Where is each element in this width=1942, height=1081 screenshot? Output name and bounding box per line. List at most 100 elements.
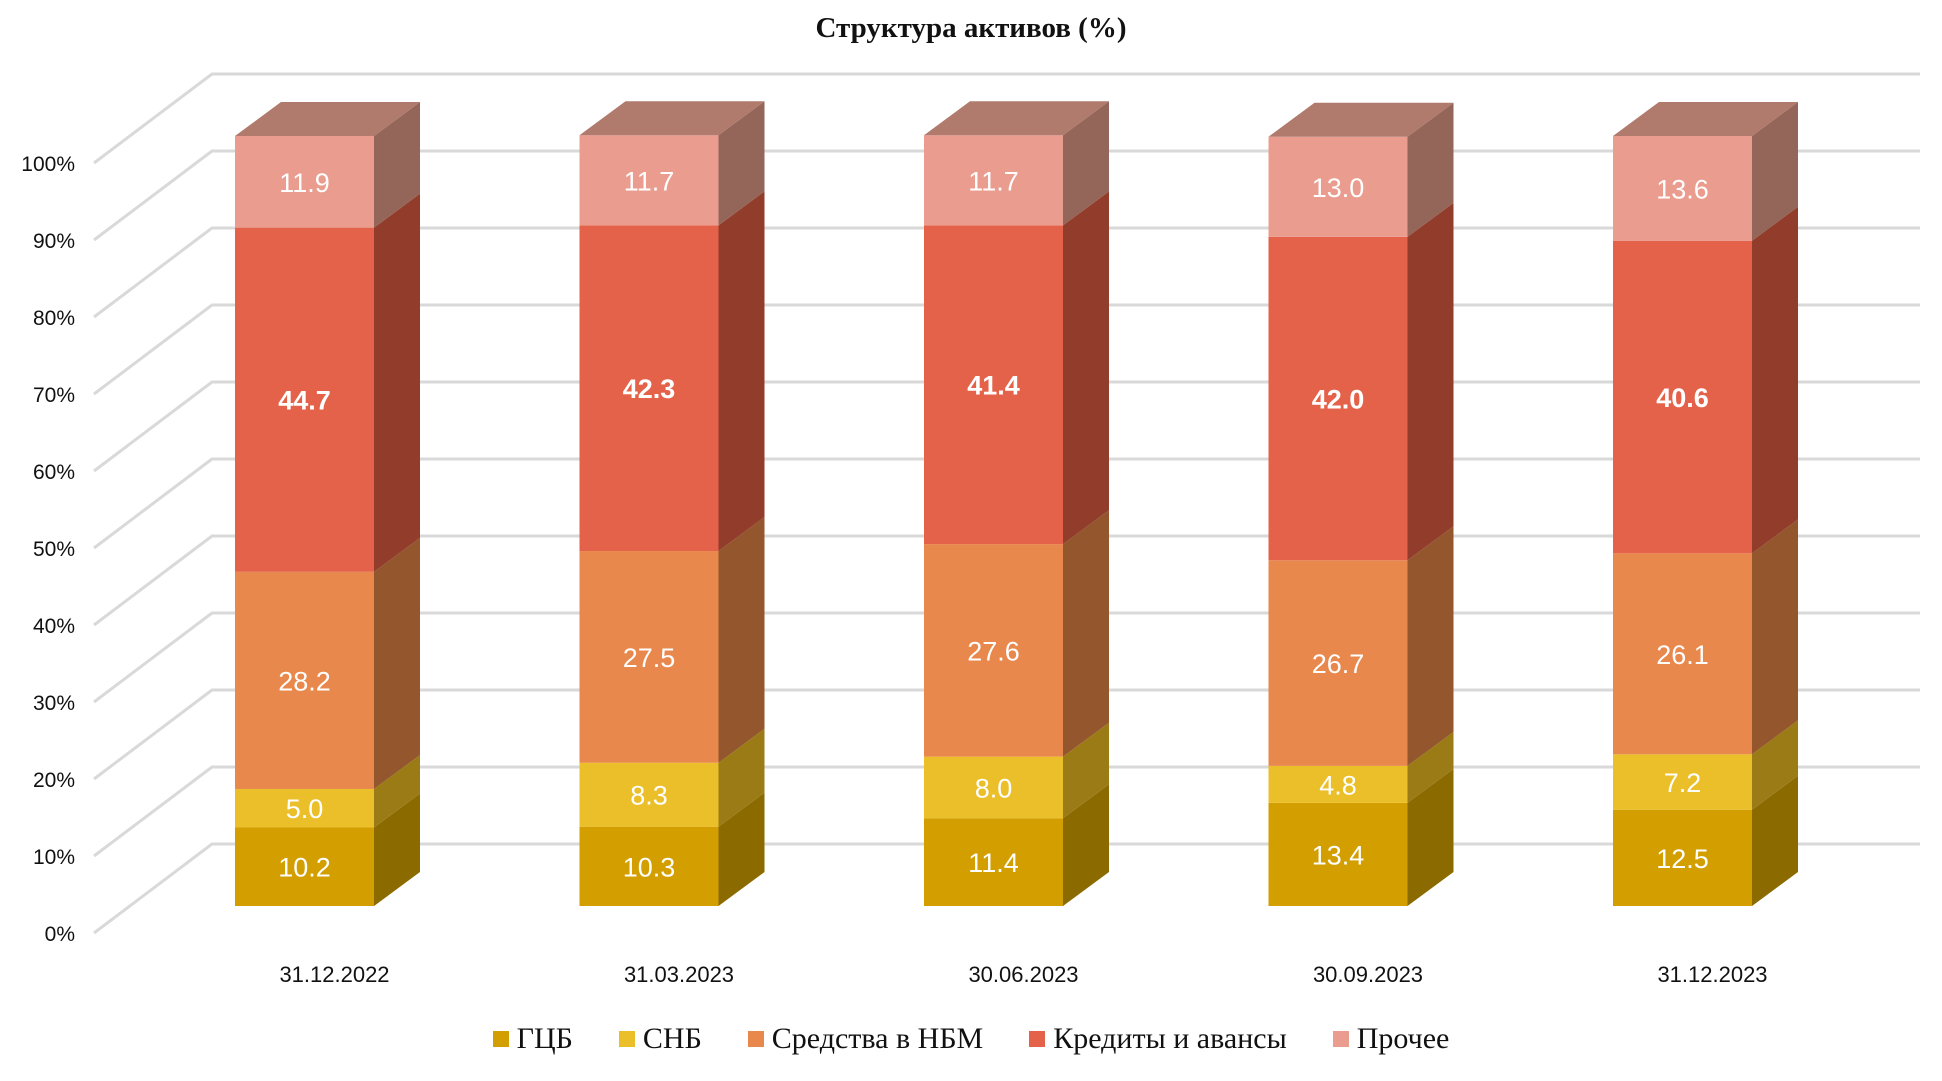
bar-segment-side <box>374 754 420 828</box>
bar-segment-front <box>579 225 719 552</box>
value-label: 11.9 <box>279 168 330 198</box>
chart-title: Структура активов (%) <box>815 12 1127 44</box>
x-tick-label: 30.09.2023 <box>1313 962 1423 987</box>
bar-segment-side <box>718 728 765 827</box>
value-label: 7.2 <box>1664 768 1702 798</box>
bar-segment-side <box>1752 775 1798 906</box>
chart-plot-area: 0% 10% 20% 30% 40% 50% 60% 70% 80% 90% 100% 10.2 5.… <box>21 72 1920 987</box>
value-label: 42.3 <box>623 374 676 404</box>
bars <box>235 101 1798 906</box>
bar-segment-front <box>1268 560 1408 766</box>
y-tick-label: 70% <box>33 384 75 407</box>
bar-segment-front <box>924 818 1063 906</box>
bar-top <box>924 101 1109 136</box>
bar-segment-front <box>1268 236 1408 561</box>
bar-segment-side <box>1407 731 1454 803</box>
bar-segment-side <box>374 537 420 789</box>
bar-segment-side <box>1063 784 1109 906</box>
value-label: 13.4 <box>1312 840 1365 870</box>
legend-item-other: Прочее <box>1332 1022 1450 1056</box>
value-label: 42.0 <box>1312 385 1365 415</box>
bar-segment-front <box>579 551 719 763</box>
y-tick-label: 30% <box>33 692 75 715</box>
bar-top <box>1613 102 1798 136</box>
x-tick-label: 31.12.2023 <box>1657 962 1767 987</box>
value-label: 26.1 <box>1656 640 1709 670</box>
bar-segment-side <box>1407 768 1454 906</box>
bar-segment-side <box>718 517 765 763</box>
bar-segment-front <box>579 762 719 827</box>
value-label: 40.6 <box>1656 383 1709 413</box>
value-label: 28.2 <box>278 666 331 696</box>
y-tick-label: 80% <box>33 307 75 330</box>
x-tick-label: 30.06.2023 <box>968 962 1078 987</box>
value-label: 44.7 <box>278 386 331 416</box>
bar-segment-front <box>924 135 1063 226</box>
bar-segment-side <box>1752 519 1798 755</box>
bar-segment-side <box>1407 526 1454 766</box>
legend-swatch-gcb <box>492 1031 509 1047</box>
bar-segment-front <box>1268 765 1408 803</box>
bar-top <box>235 102 420 136</box>
value-label: 13.6 <box>1656 174 1709 204</box>
value-label: 11.7 <box>624 166 675 196</box>
value-label: 10.2 <box>278 853 331 883</box>
bar-segment-front <box>235 571 374 789</box>
bar-segment-side <box>1407 202 1454 561</box>
value-label: 8.3 <box>630 781 668 811</box>
bar-segment-front <box>579 135 719 226</box>
legend-swatch-other <box>1332 1031 1349 1047</box>
value-labels: 10.2 5.0 28.2 44.7 11.9 10.3 8.3 27.5 42.3 11.7 11… <box>278 166 1709 882</box>
bar-segment-front <box>924 225 1063 545</box>
bar-segment-side <box>374 793 420 906</box>
legend-swatch-loans <box>1029 1031 1046 1047</box>
legend-swatch-snb <box>618 1031 635 1047</box>
value-label: 10.3 <box>623 852 676 882</box>
legend-label-snb: СНБ <box>642 1022 702 1055</box>
value-label: 4.8 <box>1319 770 1357 800</box>
bar-top <box>579 101 765 136</box>
x-tick-label: 31.12.2022 <box>279 962 389 987</box>
bar-segment-front <box>1613 809 1752 906</box>
value-label: 41.4 <box>967 371 1020 401</box>
y-axis-ticks: 0% 10% 20% 30% 40% 50% 60% 70% 80% 90% 100% <box>21 153 75 946</box>
bar-segment-front <box>235 227 374 572</box>
bar-segment-front <box>1268 136 1408 237</box>
legend-item-nbm: Средства в НБМ <box>747 1022 984 1056</box>
y-tick-label: 0% <box>45 923 75 946</box>
value-label: 8.0 <box>975 773 1013 803</box>
bar-segment-side <box>1063 191 1109 545</box>
y-tick-label: 20% <box>33 769 75 792</box>
legend-label-loans: Кредиты и авансы <box>1053 1022 1287 1055</box>
y-tick-label: 10% <box>33 846 75 869</box>
value-label: 13.0 <box>1312 173 1365 203</box>
legend-item-gcb: ГЦБ <box>492 1022 573 1056</box>
gridline-100 <box>93 72 1920 165</box>
bar-segment-side <box>718 191 765 552</box>
value-label: 12.5 <box>1656 844 1709 874</box>
bar-segment-front <box>1613 553 1752 755</box>
y-tick-label: 100% <box>21 153 75 176</box>
x-tick-label: 31.03.2023 <box>624 962 734 987</box>
value-label: 26.7 <box>1312 649 1365 679</box>
bar-segment-front <box>235 136 374 228</box>
bar-segment-front <box>1613 240 1752 554</box>
bar-segment-side <box>1063 510 1109 757</box>
value-label: 27.5 <box>623 643 676 673</box>
y-tick-label: 60% <box>33 461 75 484</box>
bar-segment-side <box>1752 720 1798 810</box>
bar-segment-side <box>1407 102 1454 237</box>
legend-swatch-nbm <box>747 1031 764 1047</box>
bar-segment-side <box>374 102 420 228</box>
bar-segment-side <box>1063 722 1109 819</box>
bar-segment-front <box>1613 754 1752 810</box>
x-axis-labels: 31.12.2022 31.03.2023 30.06.2023 30.09.2023… <box>279 962 1767 987</box>
value-label: 11.7 <box>968 166 1019 196</box>
legend-label-nbm: Средства в НБМ <box>771 1022 984 1055</box>
y-tick-label: 50% <box>33 538 75 561</box>
bar-segment-side <box>1752 102 1798 241</box>
bar-segment-side <box>1063 101 1109 226</box>
legend-label-gcb: ГЦБ <box>516 1022 573 1055</box>
value-label: 11.4 <box>968 848 1019 878</box>
legend-label-other: Прочее <box>1356 1022 1450 1055</box>
